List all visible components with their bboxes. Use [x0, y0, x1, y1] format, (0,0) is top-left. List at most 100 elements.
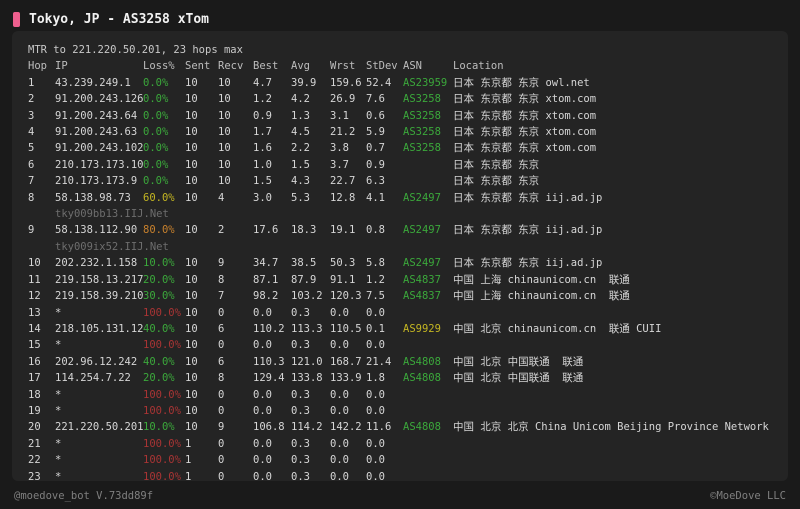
hostname-cell: tky009ix52.IIJ.Net	[55, 240, 169, 253]
avg-cell: 0.3	[291, 388, 310, 401]
asn-cell: AS23959	[403, 76, 448, 89]
loss-cell: 40.0%	[143, 322, 175, 335]
loss-cell: 30.0%	[143, 290, 175, 303]
mtr-hostname-row: tky009ix52.IIJ.Net	[28, 239, 772, 255]
best-cell: 1.5	[253, 175, 272, 188]
avg-cell: 113.3	[291, 322, 323, 335]
hop-cell: 1	[28, 76, 35, 89]
loss-cell: 100.0%	[143, 437, 181, 450]
mtr-panel: MTR to 221.220.50.201, 23 hops max Hop IP…	[12, 31, 788, 481]
loss-cell: 60.0%	[143, 191, 175, 204]
mtr-summary: MTR to 221.220.50.201, 23 hops max	[28, 44, 243, 56]
best-cell: 106.8	[253, 421, 285, 434]
asn-cell	[403, 173, 453, 189]
loss-cell: 0.0%	[143, 76, 169, 89]
mtr-row: 15 * 100.0% 10 0 0.0 0.3 0.0 0.0	[28, 337, 772, 353]
sent-cell: 10	[185, 109, 198, 122]
wrst-cell: 110.5	[330, 322, 362, 335]
ip-cell: 91.200.243.63	[55, 126, 138, 139]
mtr-row: 16 202.96.12.242 40.0% 10 6 110.3 121.0 168.7 21…	[28, 354, 772, 370]
wrst-cell: 120.3	[330, 290, 362, 303]
loss-cell: 0.0%	[143, 126, 169, 139]
location-cell: 中国 北京 中国联通 联通	[453, 372, 584, 385]
location-cell: 日本 东京都 东京 xtom.com	[453, 93, 597, 106]
stdev-cell: 6.3	[366, 175, 385, 188]
hop-cell: 15	[28, 339, 41, 352]
location-cell: 日本 东京都 东京 xtom.com	[453, 126, 597, 139]
mtr-row: 20 221.220.50.201 10.0% 10 9 106.8 114.2 142.2 1…	[28, 419, 772, 435]
hostname-indent	[28, 239, 55, 255]
best-cell: 129.4	[253, 372, 285, 385]
avg-cell: 4.3	[291, 175, 310, 188]
avg-cell: 0.3	[291, 437, 310, 450]
column-header-hop: Hop	[28, 60, 47, 73]
stdev-cell: 0.0	[366, 404, 385, 417]
mtr-hostname-row: tky009bb13.IIJ.Net	[28, 206, 772, 222]
mtr-row: 11 219.158.13.217 20.0% 10 8 87.1 87.9 91.1 1.2 A…	[28, 272, 772, 288]
best-cell: 0.0	[253, 388, 272, 401]
mtr-row: 22 * 100.0% 1 0 0.0 0.3 0.0 0.0	[28, 452, 772, 468]
mtr-row: 23 * 100.0% 1 0 0.0 0.3 0.0 0.0	[28, 469, 772, 481]
location-cell	[453, 337, 772, 353]
loss-cell: 100.0%	[143, 388, 181, 401]
sent-cell: 10	[185, 290, 198, 303]
hop-cell: 12	[28, 290, 41, 303]
avg-cell: 38.5	[291, 257, 317, 270]
ip-cell: *	[55, 388, 62, 401]
mtr-row: 18 * 100.0% 10 0 0.0 0.3 0.0 0.0	[28, 387, 772, 403]
stdev-cell: 0.9	[366, 158, 385, 171]
ip-cell: 114.254.7.22	[55, 372, 131, 385]
recv-cell: 10	[218, 175, 231, 188]
best-cell: 0.0	[253, 339, 272, 352]
stdev-cell: 0.0	[366, 306, 385, 319]
location-cell: 日本 东京都 东京 xtom.com	[453, 109, 597, 122]
asn-cell: AS9929	[403, 322, 441, 335]
best-cell: 110.2	[253, 322, 285, 335]
asn-cell	[403, 337, 453, 353]
stdev-cell: 0.1	[366, 322, 385, 335]
sent-cell: 10	[185, 158, 198, 171]
wrst-cell: 159.6	[330, 76, 362, 89]
best-cell: 98.2	[253, 290, 279, 303]
location-cell: 中国 上海 chinaunicom.cn 联通	[453, 290, 630, 303]
hostname-indent	[28, 206, 55, 222]
ip-cell: 91.200.243.126	[55, 93, 143, 106]
location-cell: 日本 东京都 东京 iij.ad.jp	[453, 224, 603, 237]
copyright-label: ©MoeDove LLC	[710, 490, 786, 502]
loss-cell: 100.0%	[143, 339, 181, 352]
wrst-cell: 3.7	[330, 158, 349, 171]
mtr-row: 3 91.200.243.64 0.0% 10 10 0.9 1.3 3.1 0.6 AS3258…	[28, 108, 772, 124]
avg-cell: 114.2	[291, 421, 323, 434]
location-cell: 日本 东京都 东京 iij.ad.jp	[453, 257, 603, 270]
stdev-cell: 1.2	[366, 273, 385, 286]
loss-cell: 0.0%	[143, 93, 169, 106]
location-cell	[453, 387, 772, 403]
titlebar: Tokyo, JP - AS3258 xTom	[0, 0, 800, 30]
best-cell: 0.9	[253, 109, 272, 122]
stdev-cell: 52.4	[366, 76, 392, 89]
sent-cell: 10	[185, 322, 198, 335]
recv-cell: 10	[218, 126, 231, 139]
location-cell	[453, 436, 772, 452]
column-header-wrst: Wrst	[330, 60, 356, 73]
loss-cell: 20.0%	[143, 372, 175, 385]
mtr-row: 17 114.254.7.22 20.0% 10 8 129.4 133.8 133.9 1.8…	[28, 370, 772, 386]
sent-cell: 10	[185, 191, 198, 204]
wrst-cell: 26.9	[330, 93, 356, 106]
hop-cell: 14	[28, 322, 41, 335]
mtr-row: 9 58.138.112.90 80.0% 10 2 17.6 18.3 19.1 0.8 AS2…	[28, 222, 772, 238]
window-title: Tokyo, JP - AS3258 xTom	[29, 12, 210, 27]
avg-cell: 2.2	[291, 142, 310, 155]
column-header-loss: Loss%	[143, 60, 175, 73]
location-cell: 日本 东京都 东京	[453, 158, 540, 171]
sent-cell: 10	[185, 306, 198, 319]
column-header-location: Location	[453, 60, 504, 73]
recv-cell: 0	[218, 470, 225, 481]
mtr-row: 21 * 100.0% 1 0 0.0 0.3 0.0 0.0	[28, 436, 772, 452]
recv-cell: 6	[218, 322, 225, 335]
wrst-cell: 91.1	[330, 273, 356, 286]
best-cell: 87.1	[253, 273, 279, 286]
sent-cell: 10	[185, 339, 198, 352]
hop-cell: 18	[28, 388, 41, 401]
mtr-row: 5 91.200.243.102 0.0% 10 10 1.6 2.2 3.8 0.7 AS325…	[28, 140, 772, 156]
